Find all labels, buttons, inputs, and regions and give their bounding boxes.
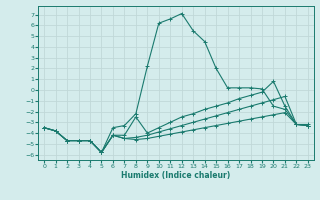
X-axis label: Humidex (Indice chaleur): Humidex (Indice chaleur)	[121, 171, 231, 180]
